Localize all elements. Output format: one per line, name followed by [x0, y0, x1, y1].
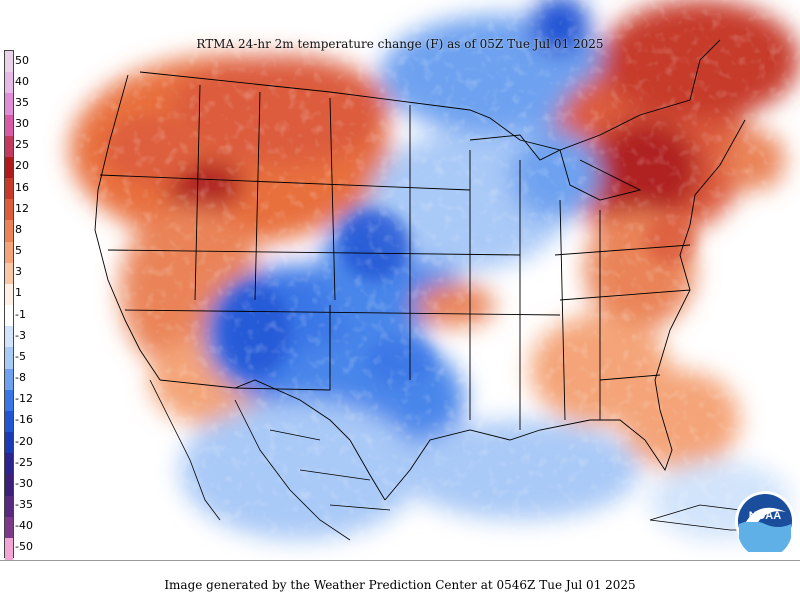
legend-swatch — [5, 410, 13, 433]
legend-swatch — [5, 495, 13, 518]
legend-label: 25 — [15, 138, 29, 152]
gulf-coastline — [384, 379, 673, 501]
legend-label: -12 — [15, 392, 33, 406]
logo-wave — [739, 521, 791, 552]
legend-label: 16 — [15, 180, 29, 194]
legend-label: 50 — [15, 53, 29, 67]
legend-swatch — [5, 474, 13, 497]
legend-label: 20 — [15, 159, 29, 173]
legend-label: -8 — [15, 371, 26, 385]
legend-swatch — [5, 241, 13, 264]
legend-label: 30 — [15, 117, 29, 131]
great-lakes — [469, 134, 642, 201]
legend-label: -25 — [15, 455, 33, 469]
legend-swatch — [5, 262, 13, 285]
legend-swatch — [5, 368, 13, 391]
legend-swatch — [5, 114, 13, 137]
us-mexico-border — [159, 379, 386, 501]
mexico-west-coast — [234, 399, 351, 541]
legend-label: 35 — [15, 95, 29, 109]
legend-swatch — [5, 347, 13, 370]
color-legend — [4, 50, 14, 560]
legend-swatch — [5, 453, 13, 476]
logo-bird — [746, 507, 786, 522]
legend-swatch — [5, 51, 13, 73]
legend-label: -16 — [15, 413, 33, 427]
legend-label: 40 — [15, 74, 29, 88]
mexico-states — [269, 429, 391, 511]
logo-text: NOAA — [749, 510, 781, 522]
legend-label: 8 — [15, 222, 22, 236]
legend-swatch — [5, 432, 13, 454]
legend-swatch — [5, 199, 13, 222]
legend-swatch — [5, 516, 13, 539]
legend-label: 5 — [15, 244, 22, 258]
legend-swatch — [5, 305, 13, 327]
legend-label: -30 — [15, 476, 33, 490]
field-texture — [0, 0, 800, 560]
legend-swatch — [5, 72, 13, 95]
map-title: RTMA 24-hr 2m temperature change (F) as … — [196, 37, 604, 51]
legend-swatch — [5, 220, 13, 243]
legend-label: -40 — [15, 519, 33, 533]
legend-label: 12 — [15, 201, 29, 215]
state-line-2 — [99, 174, 561, 391]
legend-label: -5 — [15, 349, 26, 363]
legend-swatch — [5, 93, 13, 116]
legend-label: -1 — [15, 307, 26, 321]
west-coastline — [94, 74, 161, 381]
legend-swatch — [5, 389, 13, 412]
baja-coast — [149, 379, 221, 521]
legend-swatch — [5, 537, 13, 560]
boundaries — [94, 39, 746, 501]
state-line-1 — [194, 84, 471, 420]
legend-label: -35 — [15, 498, 33, 512]
legend-swatch — [5, 156, 13, 179]
legend-swatch — [5, 326, 13, 349]
noaa-logo: NOAA — [735, 491, 795, 552]
legend-label: -20 — [15, 434, 33, 448]
footer-divider — [0, 560, 800, 561]
legend-swatch — [5, 135, 13, 158]
legend-label: 1 — [15, 286, 22, 300]
legend-label: 3 — [15, 265, 22, 279]
legend-swatch — [5, 178, 13, 200]
legend-label: -50 — [15, 540, 33, 554]
legend-label: -3 — [15, 328, 26, 342]
east-coastline — [654, 119, 746, 381]
footer-credit: Image generated by the Weather Predictio… — [164, 578, 636, 592]
legend-swatch — [5, 283, 13, 306]
state-line-3 — [519, 160, 691, 430]
temperature-change-map — [0, 0, 800, 560]
